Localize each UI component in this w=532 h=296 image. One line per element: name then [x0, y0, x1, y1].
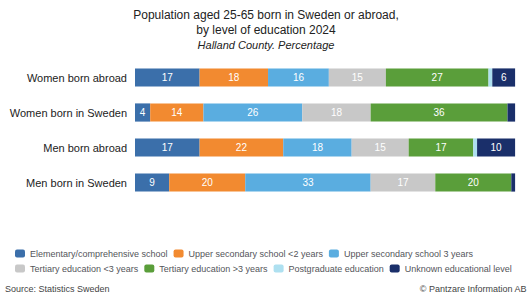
- svg-text:Halland County. Percentage: Halland County. Percentage: [198, 39, 335, 51]
- svg-text:Unknown educational level: Unknown educational level: [405, 264, 512, 274]
- svg-text:Women born abroad: Women born abroad: [27, 72, 127, 84]
- svg-text:Tertiary education <3 years: Tertiary education <3 years: [30, 264, 139, 274]
- svg-text:27: 27: [432, 72, 444, 83]
- svg-text:Source: Statistics Sweden: Source: Statistics Sweden: [5, 284, 110, 294]
- svg-text:33: 33: [302, 177, 314, 188]
- svg-text:9: 9: [149, 177, 155, 188]
- svg-text:17: 17: [162, 142, 174, 153]
- svg-text:6: 6: [501, 72, 507, 83]
- svg-text:4: 4: [140, 107, 146, 118]
- svg-text:Elementary/comprehensive schoo: Elementary/comprehensive school: [30, 249, 168, 259]
- svg-text:Men born in Sweden: Men born in Sweden: [26, 177, 127, 189]
- svg-text:16: 16: [293, 72, 305, 83]
- svg-text:22: 22: [236, 142, 248, 153]
- svg-text:18: 18: [228, 72, 240, 83]
- svg-text:Population aged 25-65 born in: Population aged 25-65 born in Sweden or …: [133, 8, 399, 22]
- svg-text:Tertiary education >3 years: Tertiary education >3 years: [159, 264, 268, 274]
- svg-text:17: 17: [162, 72, 174, 83]
- svg-text:15: 15: [352, 72, 364, 83]
- svg-text:© Pantzare Information AB: © Pantzare Information AB: [420, 284, 527, 294]
- svg-text:20: 20: [202, 177, 214, 188]
- svg-text:18: 18: [331, 107, 343, 118]
- svg-text:Postgraduate education: Postgraduate education: [289, 264, 384, 274]
- svg-text:Women born in Sweden: Women born in Sweden: [10, 107, 127, 119]
- svg-text:Men born abroad: Men born abroad: [43, 142, 127, 154]
- svg-text:Upper secondary school 3 years: Upper secondary school 3 years: [344, 249, 474, 259]
- svg-text:10: 10: [491, 142, 503, 153]
- svg-text:17: 17: [397, 177, 409, 188]
- svg-text:14: 14: [171, 107, 183, 118]
- svg-text:18: 18: [312, 142, 324, 153]
- svg-text:20: 20: [468, 177, 480, 188]
- svg-text:17: 17: [435, 142, 447, 153]
- svg-text:Upper secondary school <2 year: Upper secondary school <2 years: [189, 249, 324, 259]
- svg-text:by level of education 2024: by level of education 2024: [196, 23, 336, 37]
- svg-text:36: 36: [434, 107, 446, 118]
- svg-text:15: 15: [375, 142, 387, 153]
- svg-text:26: 26: [247, 107, 259, 118]
